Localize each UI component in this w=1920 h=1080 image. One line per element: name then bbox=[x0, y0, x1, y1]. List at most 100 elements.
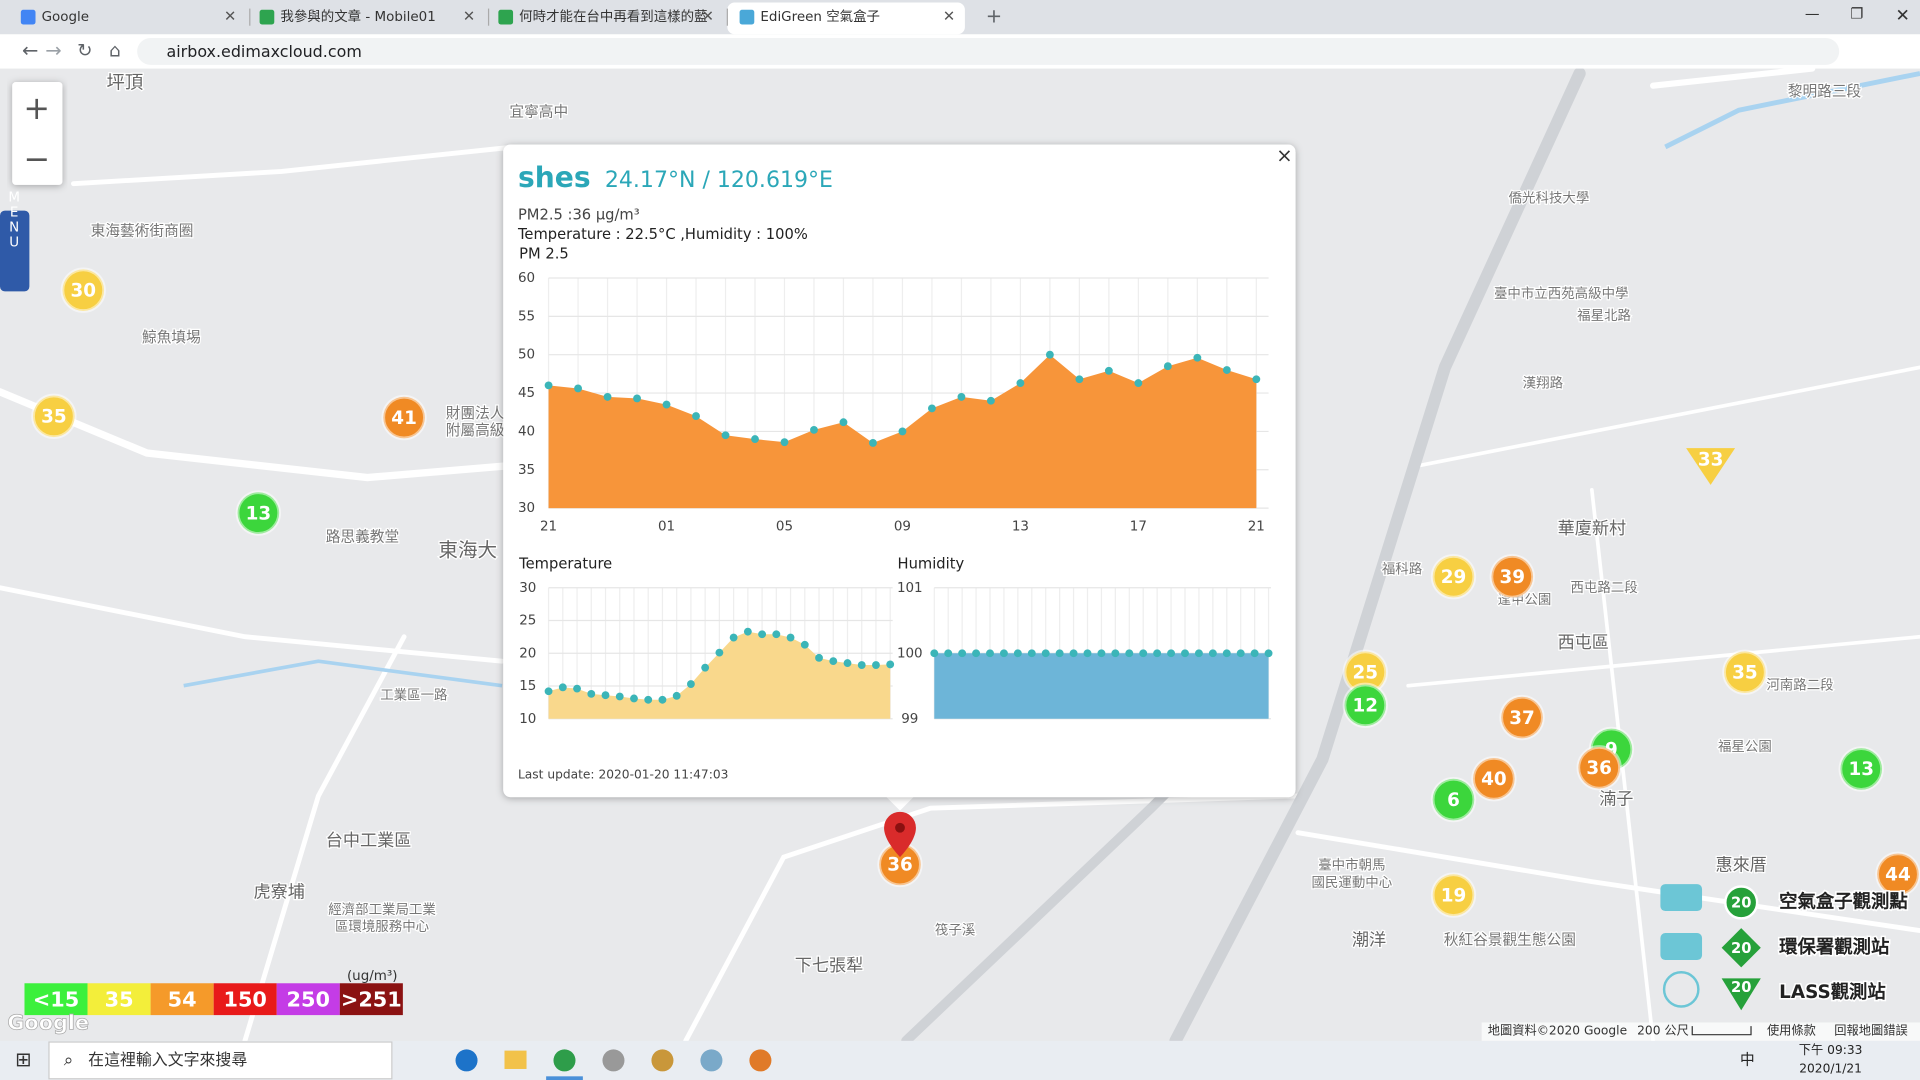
sensor-marker[interactable] bbox=[1489, 554, 1535, 600]
airbox-icon bbox=[1660, 884, 1703, 912]
data-point bbox=[1181, 649, 1189, 658]
sensor-marker[interactable] bbox=[1499, 694, 1545, 741]
menu-label[interactable]: MENU bbox=[7, 190, 22, 250]
tab-title[interactable]: EdiGreen 空氣盒子 bbox=[760, 8, 880, 25]
tab-close[interactable]: ✕ bbox=[702, 8, 714, 25]
tab-close[interactable]: ✕ bbox=[943, 8, 955, 25]
taskbar-search[interactable] bbox=[48, 1041, 393, 1080]
location-pin[interactable] bbox=[884, 811, 916, 858]
chart-title: Humidity bbox=[898, 555, 965, 572]
data-point bbox=[1083, 649, 1092, 658]
clock-time[interactable]: 下午 09:33 bbox=[1799, 1043, 1863, 1057]
zoom-in[interactable]: + bbox=[23, 89, 50, 127]
marker-value: 41 bbox=[391, 408, 417, 429]
tab-close[interactable]: ✕ bbox=[224, 8, 236, 25]
map-label: 西屯區 bbox=[1558, 633, 1609, 653]
sensor-marker[interactable] bbox=[1430, 554, 1477, 600]
app-icon[interactable] bbox=[749, 1049, 772, 1072]
map-label: 東海藝術街商圈 bbox=[91, 222, 194, 239]
legend-swatch bbox=[276, 983, 340, 1016]
ime[interactable]: 中 bbox=[1740, 1051, 1755, 1068]
data-point bbox=[692, 412, 700, 420]
data-point bbox=[857, 661, 866, 669]
attribution: 200 公尺 bbox=[1637, 1024, 1689, 1038]
popup-close[interactable]: × bbox=[1276, 144, 1292, 167]
data-point bbox=[758, 630, 767, 639]
map-label: 漢翔路 bbox=[1523, 375, 1564, 391]
app-icon[interactable] bbox=[602, 1049, 625, 1072]
epa-icon bbox=[1660, 933, 1703, 960]
home-button[interactable]: ⌂ bbox=[109, 40, 121, 61]
x-tick-label: 09 bbox=[894, 520, 911, 535]
close-window[interactable]: ✕ bbox=[1896, 6, 1910, 26]
x-tick-label: 21 bbox=[540, 520, 557, 535]
data-point bbox=[574, 384, 582, 393]
address-bar[interactable] bbox=[137, 37, 1840, 65]
active-tab[interactable] bbox=[727, 2, 965, 35]
sensor-marker[interactable] bbox=[1342, 682, 1388, 728]
map-label: 福科路 bbox=[1382, 561, 1423, 577]
tab-title[interactable]: Google bbox=[42, 10, 89, 25]
search-placeholder[interactable]: 在這裡輸入文字來搜尋 bbox=[88, 1050, 247, 1069]
tab-title[interactable]: 我參與的文章 - Mobile01 bbox=[280, 8, 435, 25]
y-tick-label: 10 bbox=[519, 712, 536, 727]
data-point bbox=[1195, 649, 1203, 658]
chrome-icon[interactable] bbox=[553, 1049, 576, 1072]
sensor-marker[interactable] bbox=[31, 393, 77, 439]
x-tick-label: 01 bbox=[658, 520, 675, 535]
data-point bbox=[1069, 649, 1078, 658]
sensor-marker[interactable] bbox=[1430, 872, 1477, 918]
data-point bbox=[644, 695, 653, 704]
station-icon bbox=[1724, 885, 1759, 920]
station-icon-value: 20 bbox=[1731, 895, 1751, 912]
app-icon[interactable] bbox=[700, 1049, 723, 1072]
data-point bbox=[1016, 379, 1025, 388]
back-button[interactable]: ← bbox=[22, 39, 38, 62]
map-label: 宜寧高中 bbox=[509, 104, 568, 121]
zoom-out[interactable]: − bbox=[23, 139, 50, 177]
sensor-marker[interactable] bbox=[1430, 776, 1477, 823]
minimize[interactable]: — bbox=[1805, 6, 1820, 23]
clock-date[interactable]: 2020/1/21 bbox=[1799, 1061, 1862, 1075]
start-button[interactable]: ⊞ bbox=[15, 1048, 31, 1071]
app-icon[interactable] bbox=[651, 1049, 674, 1072]
edge-icon[interactable] bbox=[455, 1049, 478, 1072]
tab-close[interactable]: ✕ bbox=[463, 8, 475, 25]
sensor-marker[interactable] bbox=[1471, 756, 1517, 802]
sensor-marker[interactable] bbox=[1838, 746, 1884, 792]
maximize[interactable]: ❐ bbox=[1850, 6, 1863, 23]
sensor-marker[interactable] bbox=[1875, 851, 1920, 897]
explorer-icon[interactable] bbox=[504, 1050, 527, 1069]
data-point bbox=[928, 404, 936, 413]
reload-button[interactable]: ↻ bbox=[77, 40, 92, 61]
sensor-marker[interactable] bbox=[235, 490, 282, 536]
data-point bbox=[1264, 649, 1273, 658]
area bbox=[548, 631, 891, 719]
menu-button[interactable] bbox=[0, 210, 30, 292]
data-point bbox=[1075, 375, 1084, 384]
map-label: 潮洋 bbox=[1352, 930, 1386, 950]
sensor-marker[interactable] bbox=[1722, 649, 1768, 695]
data-point bbox=[869, 439, 877, 447]
forward-button[interactable]: → bbox=[45, 39, 61, 62]
marker-value: 35 bbox=[1732, 662, 1758, 683]
new-tab[interactable]: + bbox=[986, 5, 1002, 28]
sensor-marker[interactable] bbox=[381, 394, 427, 441]
data-point bbox=[1208, 649, 1217, 658]
map-label: 西屯路二段 bbox=[1570, 580, 1637, 596]
tab-title[interactable]: 何時才能在台中再看到這樣的藍 bbox=[519, 8, 707, 25]
sensor-marker[interactable] bbox=[60, 267, 106, 313]
station-label: 空氣盒子觀測點 bbox=[1779, 890, 1908, 912]
sensor-marker[interactable] bbox=[1576, 745, 1622, 791]
map-label: 虎寮埔 bbox=[253, 883, 304, 903]
y-tick-label: 99 bbox=[901, 712, 918, 727]
attribution[interactable]: 回報地圖錯誤 bbox=[1834, 1023, 1907, 1038]
markers: 303541133629392512353793640613194433 bbox=[31, 267, 1920, 918]
attribution[interactable]: 使用條款 bbox=[1767, 1023, 1816, 1038]
epa-marker[interactable] bbox=[1686, 448, 1736, 485]
data-point bbox=[810, 425, 818, 434]
search-icon: ⌕ bbox=[64, 1050, 74, 1070]
marker-value: 25 bbox=[1353, 662, 1379, 683]
